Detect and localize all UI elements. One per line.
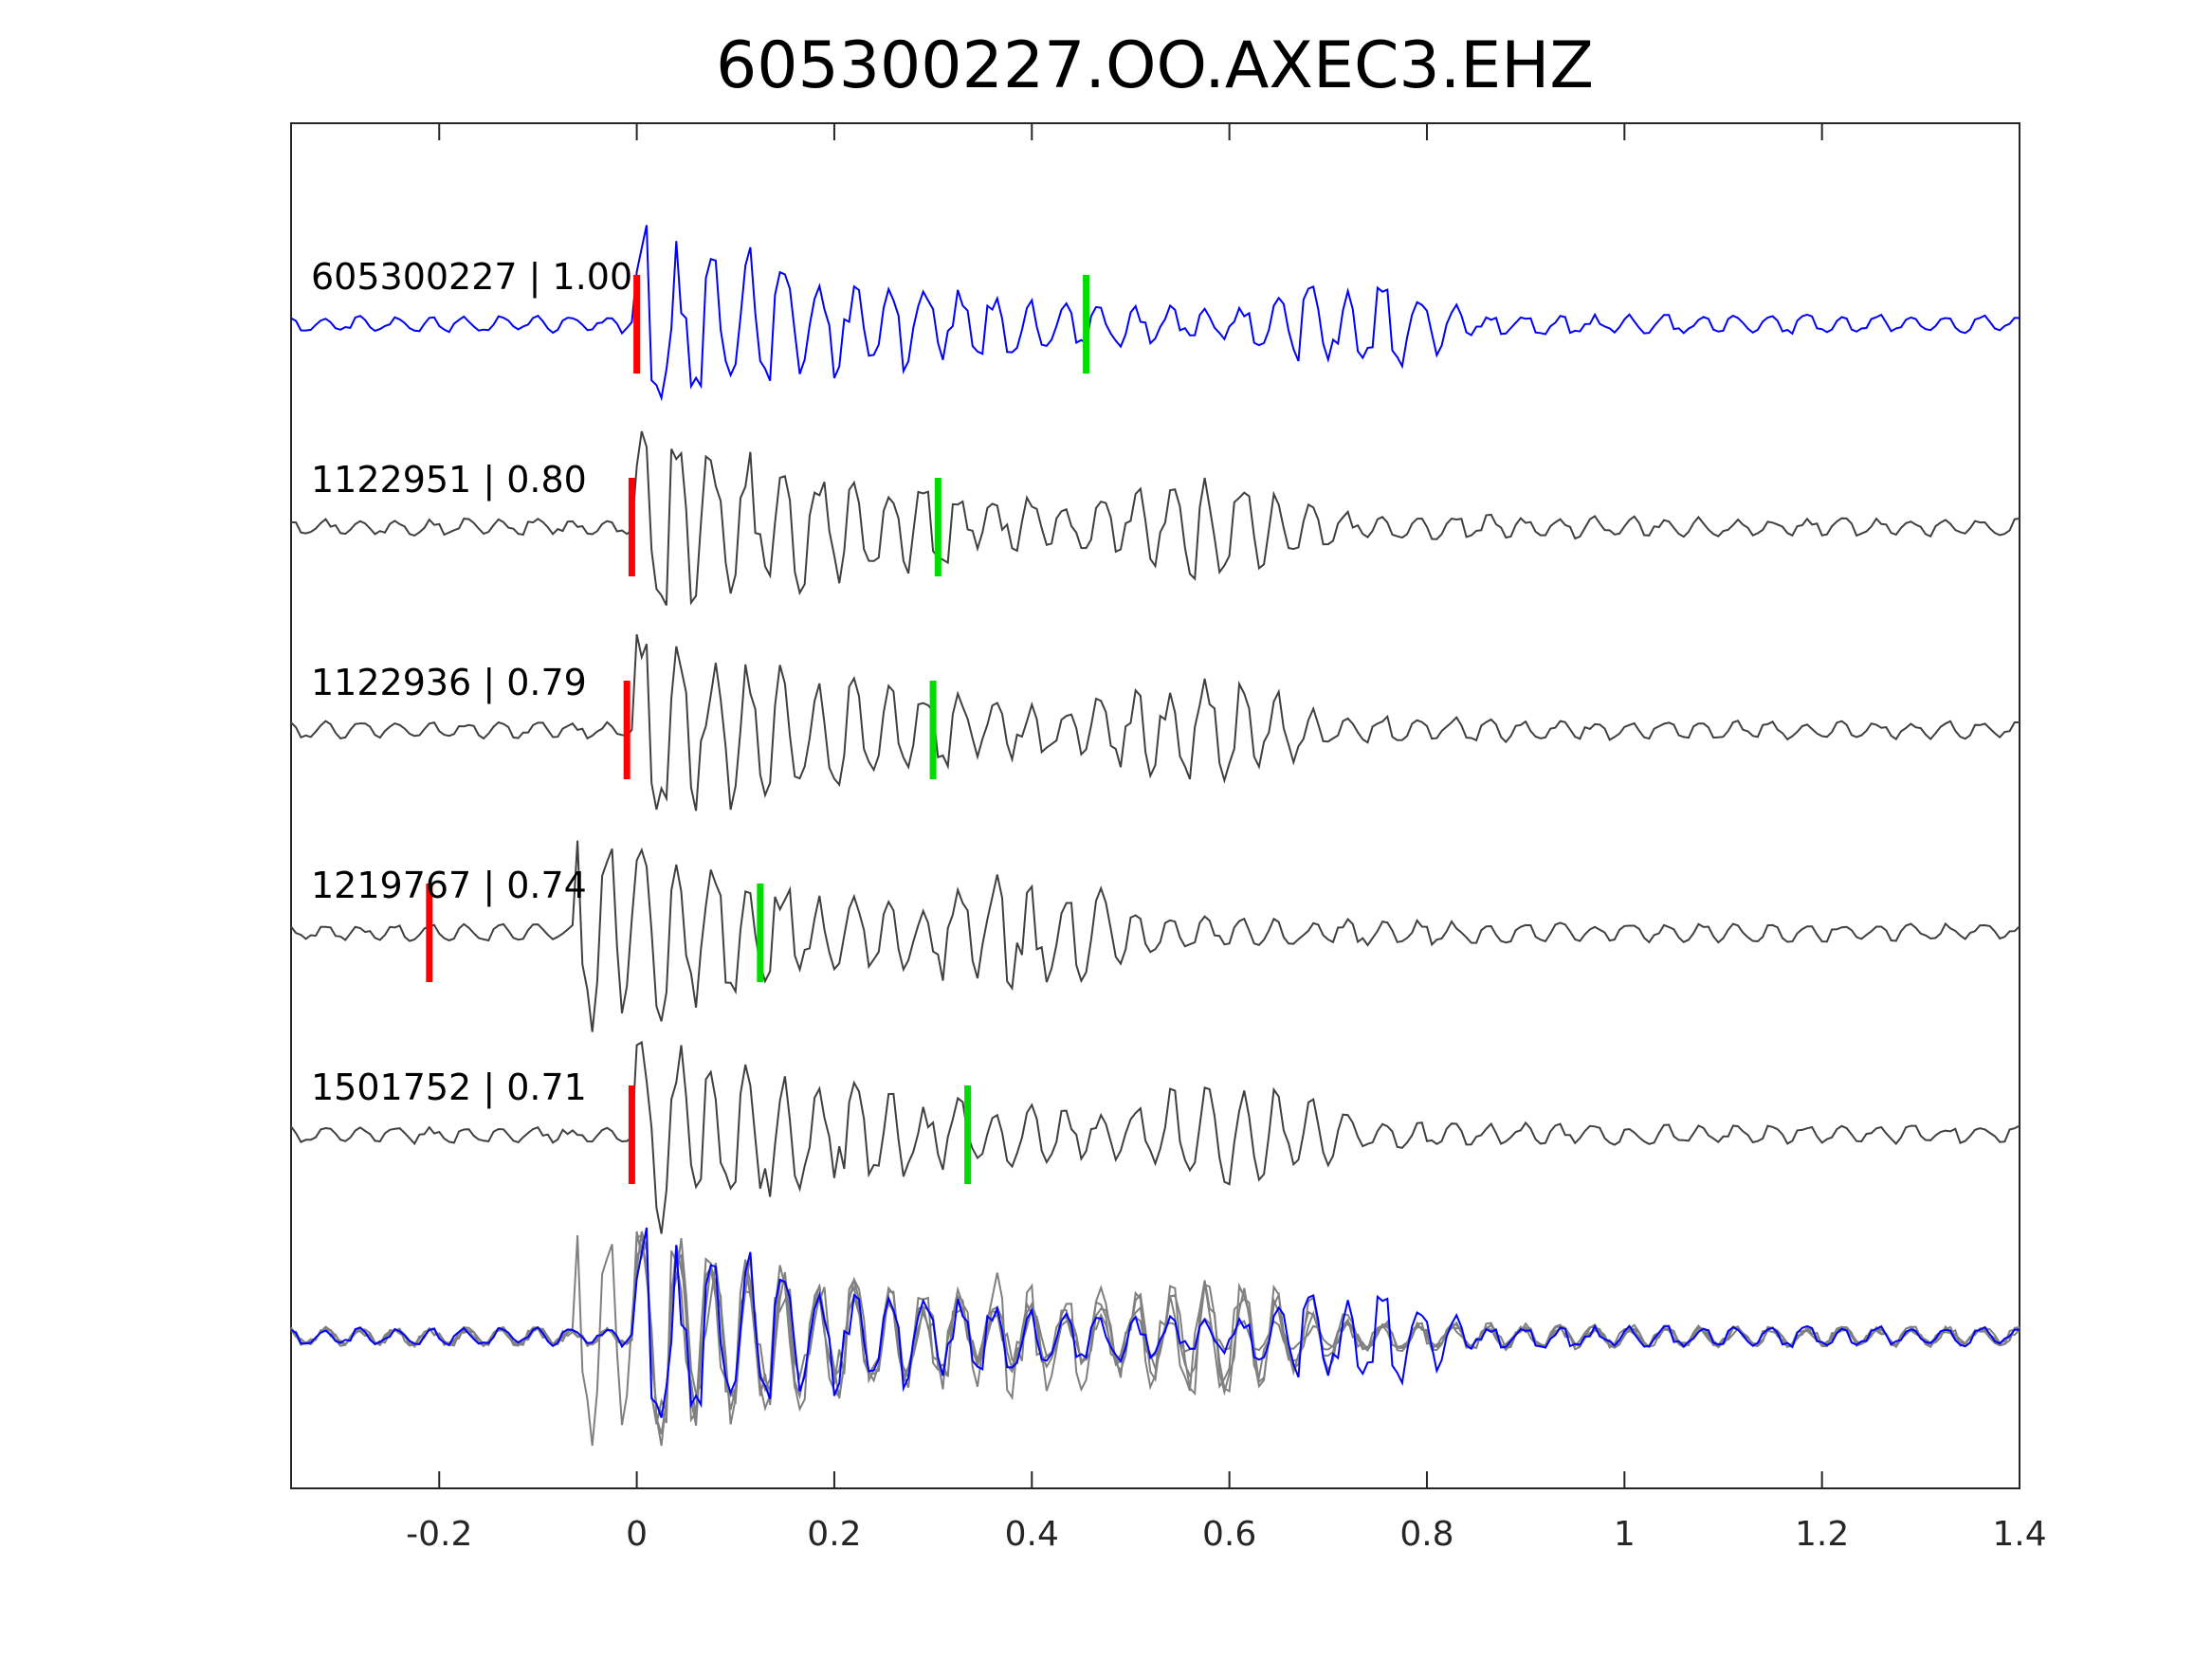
x-tick-label: 0 — [626, 1515, 648, 1554]
x-tick-label: -0.2 — [406, 1515, 472, 1554]
trace-line — [290, 840, 2020, 1032]
overlay-trace-1122951 — [290, 1231, 2020, 1424]
trace-605300227: 605300227 | 1.00 — [290, 225, 2020, 402]
x-tick-label: 1 — [1614, 1515, 1636, 1554]
overlay-stack — [290, 1227, 2020, 1447]
trace-line — [290, 430, 2020, 607]
trace-line — [290, 633, 2020, 811]
x-tick-label: 1.2 — [1795, 1515, 1849, 1554]
trace-label: 1219767 | 0.74 — [311, 865, 587, 907]
x-tick-label: 0.4 — [1005, 1515, 1059, 1554]
trace-1122951: 1122951 | 0.80 — [290, 430, 2020, 607]
trace-line — [290, 225, 2020, 402]
chart-title: 605300227.OO.AXEC3.EHZ — [716, 28, 1594, 103]
trace-label: 1501752 | 0.71 — [311, 1066, 587, 1109]
trace-1501752: 1501752 | 0.71 — [290, 1040, 2020, 1234]
x-axis: -0.2 0 0.2 0.4 0.6 0.8 1 1.2 1.4 — [406, 123, 2047, 1554]
x-tick-label: 0.2 — [807, 1515, 861, 1554]
traces: 605300227 | 1.00 1122951 | 0.80 1122936 | … — [290, 225, 2020, 1447]
x-tick-label: 0.8 — [1399, 1515, 1453, 1554]
trace-label: 1122951 | 0.80 — [311, 459, 587, 501]
x-tick-label: 1.4 — [1992, 1515, 2046, 1554]
plot-area — [290, 122, 2020, 1489]
trace-label: 605300227 | 1.00 — [311, 256, 632, 299]
trace-label: 1122936 | 0.79 — [311, 662, 587, 704]
trace-1122936: 1122936 | 0.79 — [290, 633, 2020, 811]
overlay-trace-605300227 — [290, 1227, 2020, 1418]
trace-1219767: 1219767 | 0.74 — [290, 840, 2020, 1032]
x-tick-label: 0.6 — [1202, 1515, 1256, 1554]
trace-line — [290, 1040, 2020, 1234]
